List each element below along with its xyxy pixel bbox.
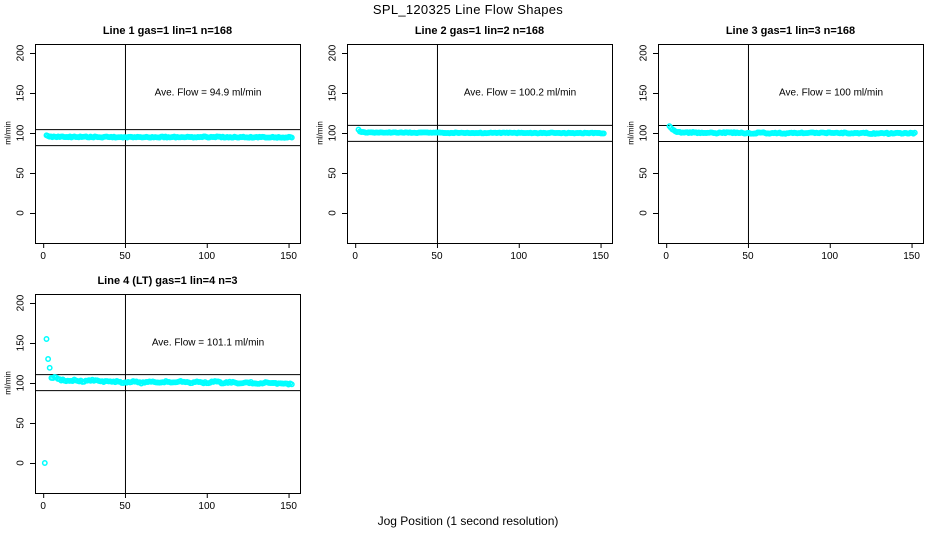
y-tick-label: 100 [15, 374, 27, 392]
ave-flow-annotation: Ave. Flow = 101.1 ml/min [151, 337, 265, 349]
panel-title: Line 3 gas=1 lin=3 n=168 [725, 25, 856, 37]
plot-frame [347, 44, 613, 244]
x-tick-label: 0 [40, 501, 46, 512]
flow-data-point [45, 356, 52, 362]
ave-flow-annotation: Ave. Flow = 100 ml/min [778, 87, 884, 99]
x-tick-label: 0 [40, 251, 46, 262]
y-tick-label: 150 [327, 84, 339, 102]
x-tick-label: 0 [352, 251, 358, 262]
x-tick-label: 150 [903, 251, 920, 262]
y-axis-title: ml/min [3, 121, 13, 145]
flow-data-point [600, 130, 607, 137]
y-tick-label: 200 [15, 294, 27, 312]
panel-4 [30, 294, 301, 498]
panel-1 [30, 44, 301, 248]
x-tick-label: 150 [592, 251, 609, 262]
y-tick-label: 0 [638, 210, 650, 216]
plot-frame [658, 44, 924, 244]
figure-title: SPL_120325 Line Flow Shapes [372, 2, 564, 17]
plot-frame [35, 294, 301, 494]
flow-data-point [911, 129, 918, 136]
x-axis-title: Jog Position (1 second resolution) [377, 514, 559, 528]
x-tick-label: 0 [663, 251, 669, 262]
y-tick-label: 150 [638, 84, 650, 102]
y-tick-label: 200 [15, 44, 27, 62]
plot-frame [35, 44, 301, 244]
y-axis-title: ml/min [315, 121, 325, 145]
y-tick-label: 0 [327, 210, 339, 216]
panel-2 [342, 44, 613, 248]
y-tick-label: 50 [15, 167, 27, 179]
x-tick-label: 150 [280, 501, 297, 512]
x-tick-label: 100 [821, 251, 839, 262]
flow-data-point [288, 134, 295, 141]
panel-title: Line 1 gas=1 lin=1 n=168 [102, 25, 233, 37]
x-tick-label: 50 [742, 251, 754, 262]
y-tick-label: 200 [638, 44, 650, 62]
x-tick-label: 100 [198, 501, 216, 512]
y-axis-title: ml/min [626, 121, 636, 145]
y-tick-label: 150 [15, 84, 27, 102]
ave-flow-annotation: Ave. Flow = 94.9 ml/min [154, 87, 262, 99]
flow-data-point [288, 381, 295, 388]
panel-3 [653, 44, 924, 248]
x-tick-label: 50 [431, 251, 443, 262]
x-tick-label: 150 [280, 251, 297, 262]
y-tick-label: 200 [327, 44, 339, 62]
y-tick-label: 0 [15, 460, 27, 466]
ave-flow-annotation: Ave. Flow = 100.2 ml/min [463, 87, 577, 99]
flow-data-point [46, 364, 53, 371]
y-tick-label: 100 [638, 124, 650, 142]
x-tick-label: 50 [119, 251, 131, 262]
y-tick-label: 150 [15, 334, 27, 352]
x-tick-label: 100 [510, 251, 528, 262]
y-axis-title: ml/min [3, 371, 13, 395]
y-tick-label: 100 [15, 124, 27, 142]
x-tick-label: 50 [119, 501, 131, 512]
panel-title: Line 2 gas=1 lin=2 n=168 [414, 25, 545, 37]
panel-title: Line 4 (LT) gas=1 lin=4 n=3 [97, 275, 238, 287]
y-tick-label: 0 [15, 210, 27, 216]
x-tick-label: 100 [198, 251, 216, 262]
y-tick-label: 50 [638, 167, 650, 179]
y-tick-label: 50 [327, 167, 339, 179]
y-tick-label: 100 [327, 124, 339, 142]
flow-data-point [43, 336, 50, 342]
y-tick-label: 50 [15, 417, 27, 429]
flow-data-point [41, 460, 48, 466]
